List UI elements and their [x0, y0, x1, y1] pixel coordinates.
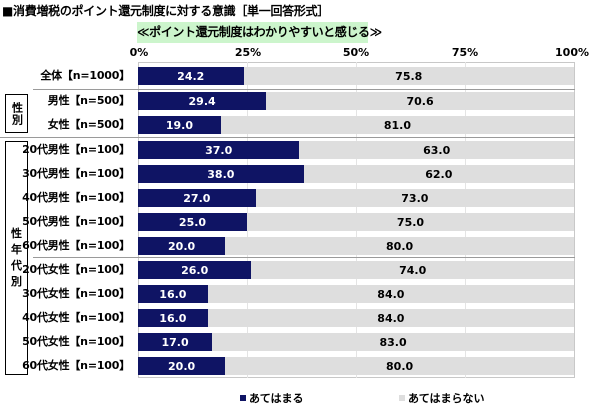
- row-label: 女性【n=500】: [47, 118, 130, 131]
- bar-segment-no: 84.0: [207, 285, 574, 303]
- axis-tick-50: 50%: [342, 46, 370, 59]
- bar-segment-yes: 24.2: [138, 67, 244, 85]
- bar-segment-yes: 25.0: [138, 213, 247, 231]
- bar-row: 24.2 75.8: [138, 67, 574, 85]
- bar-segment-no: 84.0: [207, 309, 574, 327]
- group-label-gender: 性別: [5, 94, 28, 133]
- bar-segment-yes: 26.0: [138, 261, 252, 279]
- row-label: 40代男性【n=100】: [22, 191, 130, 204]
- legend-swatch-no: [399, 395, 405, 401]
- bar-row: 17.0 83.0: [138, 333, 574, 351]
- row-label: 男性【n=500】: [47, 94, 130, 107]
- row-label: 20代男性【n=100】: [22, 143, 130, 156]
- bar-segment-yes: 20.0: [138, 357, 226, 375]
- bar-row: 16.0 84.0: [138, 309, 574, 327]
- legend-swatch-yes: [240, 395, 246, 401]
- row-label: 30代女性【n=100】: [22, 287, 130, 300]
- bar-segment-no: 70.6: [266, 92, 574, 110]
- bar-segment-yes: 29.4: [138, 92, 267, 110]
- bar-segment-yes: 16.0: [138, 309, 208, 327]
- chart-title: ■消費増税のポイント還元制度に対する意識［単一回答形式］: [2, 4, 329, 18]
- bar-segment-yes: 16.0: [138, 285, 208, 303]
- bar-row: 37.0 63.0: [138, 141, 574, 159]
- bar-row: 19.0 81.0: [138, 116, 574, 134]
- chart-subtitle-banner: ≪ポイント還元制度はわかりやすいと感じる≫: [137, 22, 382, 43]
- group-label-char: 性: [11, 227, 22, 240]
- bar-segment-no: 75.0: [247, 213, 574, 231]
- row-label: 40代女性【n=100】: [22, 311, 130, 324]
- bar-segment-no: 80.0: [225, 357, 574, 375]
- bar-segment-yes: 27.0: [138, 189, 256, 207]
- bar-row: 26.0 74.0: [138, 261, 574, 279]
- bar-segment-no: 80.0: [225, 237, 574, 255]
- axis-tick-75: 75%: [451, 46, 479, 59]
- group-label-text: 性別: [10, 101, 24, 126]
- bar-segment-yes: 17.0: [138, 333, 213, 351]
- row-label: 50代女性【n=100】: [22, 335, 130, 348]
- bar-segment-no: 62.0: [303, 165, 574, 183]
- group-label-char: 別: [11, 275, 22, 288]
- group-label-char: 代: [11, 259, 22, 272]
- bar-segment-no: 74.0: [251, 261, 574, 279]
- legend-item-yes: あてはまる: [240, 390, 304, 406]
- group-label-char: 年: [11, 243, 22, 256]
- bar-row: 20.0 80.0: [138, 237, 574, 255]
- group-separator: [33, 257, 575, 258]
- bar-segment-no: 75.8: [243, 67, 574, 85]
- group-separator: [33, 89, 575, 90]
- group-separator: [0, 137, 575, 138]
- bar-row: 27.0 73.0: [138, 189, 574, 207]
- legend-label-yes: あてはまる: [249, 392, 304, 405]
- bar-row: 20.0 80.0: [138, 357, 574, 375]
- legend-label-no: あてはまらない: [408, 392, 485, 405]
- group-label-gender-age: 性 年 代 別: [5, 141, 28, 375]
- bar-segment-yes: 20.0: [138, 237, 226, 255]
- bar-row: 38.0 62.0: [138, 165, 574, 183]
- axis-tick-0: 0%: [129, 46, 149, 59]
- legend-item-no: あてはまらない: [399, 390, 485, 406]
- bar-row: 29.4 70.6: [138, 92, 574, 110]
- axis-tick-25: 25%: [234, 46, 262, 59]
- row-label: 30代男性【n=100】: [22, 167, 130, 180]
- bar-segment-no: 81.0: [220, 116, 574, 134]
- bar-segment-yes: 19.0: [138, 116, 221, 134]
- bar-row: 16.0 84.0: [138, 285, 574, 303]
- bar-segment-no: 63.0: [299, 141, 574, 159]
- row-label: 全体【n=1000】: [40, 69, 130, 82]
- bar-segment-no: 73.0: [255, 189, 574, 207]
- bar-row: 25.0 75.0: [138, 213, 574, 231]
- bar-segment-no: 83.0: [212, 333, 574, 351]
- row-label: 50代男性【n=100】: [22, 215, 130, 228]
- row-label: 60代女性【n=100】: [22, 359, 130, 372]
- bar-segment-yes: 38.0: [138, 165, 304, 183]
- bar-segment-yes: 37.0: [138, 141, 300, 159]
- row-label: 60代男性【n=100】: [22, 239, 130, 252]
- axis-tick-100: 100%: [555, 46, 589, 59]
- row-label: 20代女性【n=100】: [22, 263, 130, 276]
